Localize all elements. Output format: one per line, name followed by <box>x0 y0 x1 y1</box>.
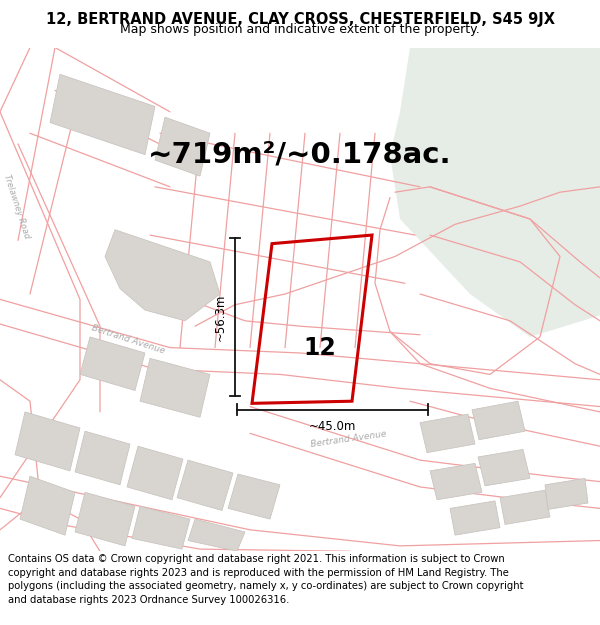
Polygon shape <box>132 506 190 549</box>
Polygon shape <box>228 474 280 519</box>
Text: Map shows position and indicative extent of the property.: Map shows position and indicative extent… <box>120 22 480 36</box>
Text: Bertrand Avenue: Bertrand Avenue <box>310 429 387 449</box>
Polygon shape <box>80 337 145 391</box>
Polygon shape <box>105 230 220 321</box>
Polygon shape <box>140 358 210 418</box>
Text: ~45.0m: ~45.0m <box>309 421 356 434</box>
Polygon shape <box>450 501 500 535</box>
Text: ~56.3m: ~56.3m <box>214 293 227 341</box>
Polygon shape <box>75 431 130 485</box>
Polygon shape <box>177 460 233 511</box>
Text: Contains OS data © Crown copyright and database right 2021. This information is : Contains OS data © Crown copyright and d… <box>8 554 523 605</box>
Text: Bertrand Avenue: Bertrand Avenue <box>90 323 166 355</box>
Polygon shape <box>478 449 530 486</box>
Polygon shape <box>472 401 525 440</box>
Polygon shape <box>15 412 80 471</box>
Polygon shape <box>127 446 183 500</box>
Text: 12, BERTRAND AVENUE, CLAY CROSS, CHESTERFIELD, S45 9JX: 12, BERTRAND AVENUE, CLAY CROSS, CHESTER… <box>46 12 554 27</box>
Polygon shape <box>420 414 475 452</box>
Polygon shape <box>50 74 155 154</box>
Text: 12: 12 <box>304 336 337 359</box>
Polygon shape <box>500 490 550 524</box>
Polygon shape <box>390 48 600 337</box>
Polygon shape <box>155 117 210 176</box>
Polygon shape <box>75 492 135 546</box>
Polygon shape <box>20 476 75 535</box>
Polygon shape <box>188 519 245 551</box>
Polygon shape <box>430 463 482 500</box>
Text: Trelawney Road: Trelawney Road <box>2 173 32 239</box>
Polygon shape <box>545 478 588 509</box>
Text: ~719m²/~0.178ac.: ~719m²/~0.178ac. <box>148 141 452 169</box>
